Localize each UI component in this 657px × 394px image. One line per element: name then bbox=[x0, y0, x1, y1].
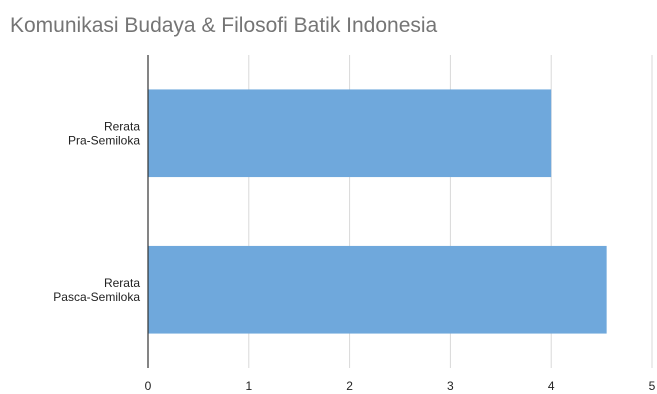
x-tick-label: 5 bbox=[649, 379, 656, 393]
category-label-line: Pasca-Semiloka bbox=[53, 290, 140, 304]
x-tick-label: 1 bbox=[245, 379, 252, 393]
category-label-line: Rerata bbox=[104, 119, 140, 133]
x-tick-label: 2 bbox=[346, 379, 353, 393]
bar bbox=[148, 245, 607, 334]
category-label-line: Pra-Semiloka bbox=[68, 133, 140, 147]
category-label-line: Rerata bbox=[104, 276, 140, 290]
bars bbox=[148, 89, 607, 334]
x-tick-label: 4 bbox=[548, 379, 555, 393]
x-tick-label: 3 bbox=[447, 379, 454, 393]
category-label: Rerata Pra-Semiloka bbox=[68, 119, 140, 147]
x-tick-label: 0 bbox=[145, 379, 152, 393]
category-label: Rerata Pasca-Semiloka bbox=[53, 276, 140, 304]
bar bbox=[148, 89, 552, 178]
chart-title: Komunikasi Budaya & Filosofi Batik Indon… bbox=[10, 14, 438, 37]
tick-labels: 0 1 2 3 4 5 bbox=[145, 379, 656, 393]
